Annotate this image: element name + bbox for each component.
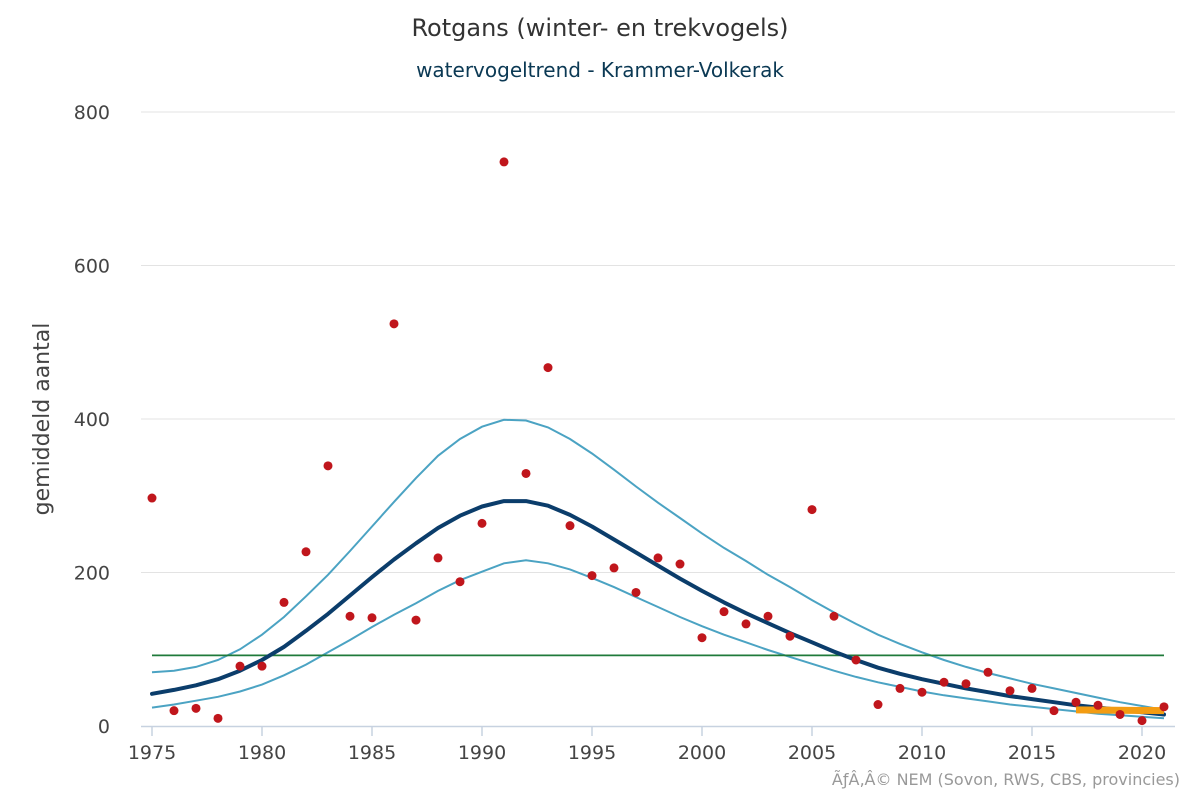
x-tick-label: 1990 <box>458 742 506 764</box>
x-tick-label: 2000 <box>678 742 726 764</box>
data-points[interactable] <box>147 157 1169 726</box>
y-tick-label: 800 <box>74 102 110 124</box>
x-tick-label: 2005 <box>788 742 836 764</box>
data-point[interactable] <box>829 611 839 621</box>
data-point[interactable] <box>917 687 927 697</box>
data-point[interactable] <box>741 619 751 629</box>
x-tick-label: 2010 <box>898 742 946 764</box>
data-point[interactable] <box>499 157 509 167</box>
confidence-band <box>151 418 1165 720</box>
chart-title: Rotgans (winter- en trekvogels) <box>411 14 789 42</box>
upper-confidence-line <box>151 418 1165 711</box>
data-point[interactable] <box>785 631 795 641</box>
data-point[interactable] <box>653 553 663 563</box>
y-tick-label: 600 <box>74 256 110 278</box>
data-point[interactable] <box>565 521 575 531</box>
data-point[interactable] <box>1005 686 1015 696</box>
x-tick-label: 1980 <box>238 742 286 764</box>
x-tick-label: 1985 <box>348 742 396 764</box>
credits-text[interactable]: ÃƒÂ‚Â© NEM (Sovon, RWS, CBS, provincies) <box>831 770 1180 789</box>
data-point[interactable] <box>1027 683 1037 693</box>
y-tick-label: 400 <box>74 409 110 431</box>
data-point[interactable] <box>301 547 311 557</box>
data-point[interactable] <box>851 655 861 665</box>
axes: 0 200 400 600 800 1975 1980 1985 1990 1995 2000 200… <box>30 102 1175 764</box>
data-point[interactable] <box>807 505 817 515</box>
data-point[interactable] <box>1049 706 1059 716</box>
data-point[interactable] <box>213 713 223 723</box>
x-tick-label: 2020 <box>1118 742 1166 764</box>
data-point[interactable] <box>1159 702 1169 712</box>
data-point[interactable] <box>895 683 905 693</box>
lower-confidence-line <box>151 559 1165 720</box>
data-point[interactable] <box>191 703 201 713</box>
trend-line <box>150 499 1166 717</box>
data-point[interactable] <box>719 607 729 617</box>
data-point[interactable] <box>873 700 883 710</box>
data-point[interactable] <box>411 615 421 625</box>
data-point[interactable] <box>389 319 399 329</box>
chart-subtitle: watervogeltrend - Krammer-Volkerak <box>416 58 784 82</box>
data-point[interactable] <box>983 667 993 677</box>
data-point[interactable] <box>279 597 289 607</box>
data-point[interactable] <box>1071 697 1081 707</box>
data-point[interactable] <box>521 468 531 478</box>
data-point[interactable] <box>345 611 355 621</box>
data-point[interactable] <box>587 571 597 581</box>
data-point[interactable] <box>257 661 267 671</box>
x-tick-label: 1995 <box>568 742 616 764</box>
data-point[interactable] <box>675 559 685 569</box>
data-point[interactable] <box>609 563 619 573</box>
data-point[interactable] <box>455 577 465 587</box>
data-point[interactable] <box>367 613 377 623</box>
data-point[interactable] <box>1115 709 1125 719</box>
data-point[interactable] <box>697 633 707 643</box>
data-point[interactable] <box>477 518 487 528</box>
y-axis-title: gemiddeld aantal <box>30 323 55 516</box>
gridlines <box>141 111 1175 573</box>
data-point[interactable] <box>147 493 157 503</box>
data-point[interactable] <box>543 363 553 373</box>
data-point[interactable] <box>235 661 245 671</box>
data-point[interactable] <box>631 587 641 597</box>
y-tick-label: 0 <box>98 716 110 738</box>
y-tick-label: 200 <box>74 563 110 585</box>
trend-line-group <box>150 499 1166 717</box>
data-point[interactable] <box>1137 716 1147 726</box>
data-point[interactable] <box>169 706 179 716</box>
data-point[interactable] <box>763 611 773 621</box>
x-tick-label: 1975 <box>128 742 176 764</box>
data-point[interactable] <box>1093 700 1103 710</box>
data-point[interactable] <box>323 461 333 471</box>
data-point[interactable] <box>961 679 971 689</box>
x-tick-label: 2015 <box>1008 742 1056 764</box>
data-point[interactable] <box>939 677 949 687</box>
data-point[interactable] <box>433 553 443 563</box>
